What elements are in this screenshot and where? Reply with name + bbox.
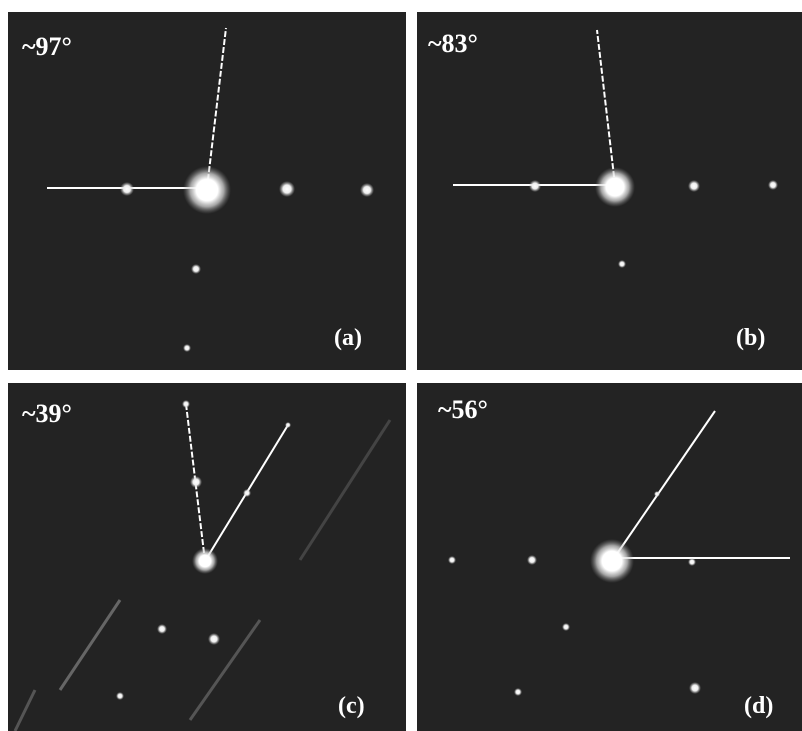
central-spot	[192, 548, 218, 574]
spot	[688, 558, 696, 566]
figure: ~97° (a) ~83° (b) ~39° (c)	[0, 0, 802, 731]
spot	[120, 182, 134, 196]
central-spot	[590, 539, 634, 583]
panel-a: ~97° (a)	[8, 12, 406, 370]
spot	[562, 623, 570, 631]
panel-label: (d)	[744, 693, 773, 719]
spot	[654, 491, 660, 497]
angle-label: ~56°	[438, 395, 488, 424]
central-spot	[595, 167, 635, 207]
panel-b: ~83° (b)	[417, 12, 802, 370]
spot	[448, 556, 456, 564]
angle-label: ~39°	[22, 399, 72, 428]
panel-label: (c)	[338, 693, 365, 719]
panel-d: ~56° (d)	[417, 383, 802, 731]
panel-label: (a)	[334, 325, 362, 351]
panel-c: ~39° (c)	[8, 383, 406, 731]
spot	[190, 476, 202, 488]
spot	[688, 180, 700, 192]
panel-label: (b)	[736, 325, 765, 351]
spot	[157, 624, 167, 634]
spot	[689, 682, 701, 694]
spot	[514, 688, 522, 696]
spot	[243, 489, 251, 497]
spot	[527, 555, 537, 565]
page: ~97° (a) ~83° (b) ~39° (c)	[0, 0, 802, 731]
central-spot	[183, 166, 231, 214]
spot	[768, 180, 778, 190]
spot	[116, 692, 124, 700]
angle-label: ~97°	[22, 32, 72, 61]
spot	[360, 183, 374, 197]
spot	[529, 180, 541, 192]
spot	[191, 264, 201, 274]
spot	[279, 181, 295, 197]
spot	[208, 633, 220, 645]
spot	[182, 400, 190, 408]
spot	[618, 260, 626, 268]
angle-label: ~83°	[428, 29, 478, 58]
spot	[285, 422, 291, 428]
spot	[183, 344, 191, 352]
